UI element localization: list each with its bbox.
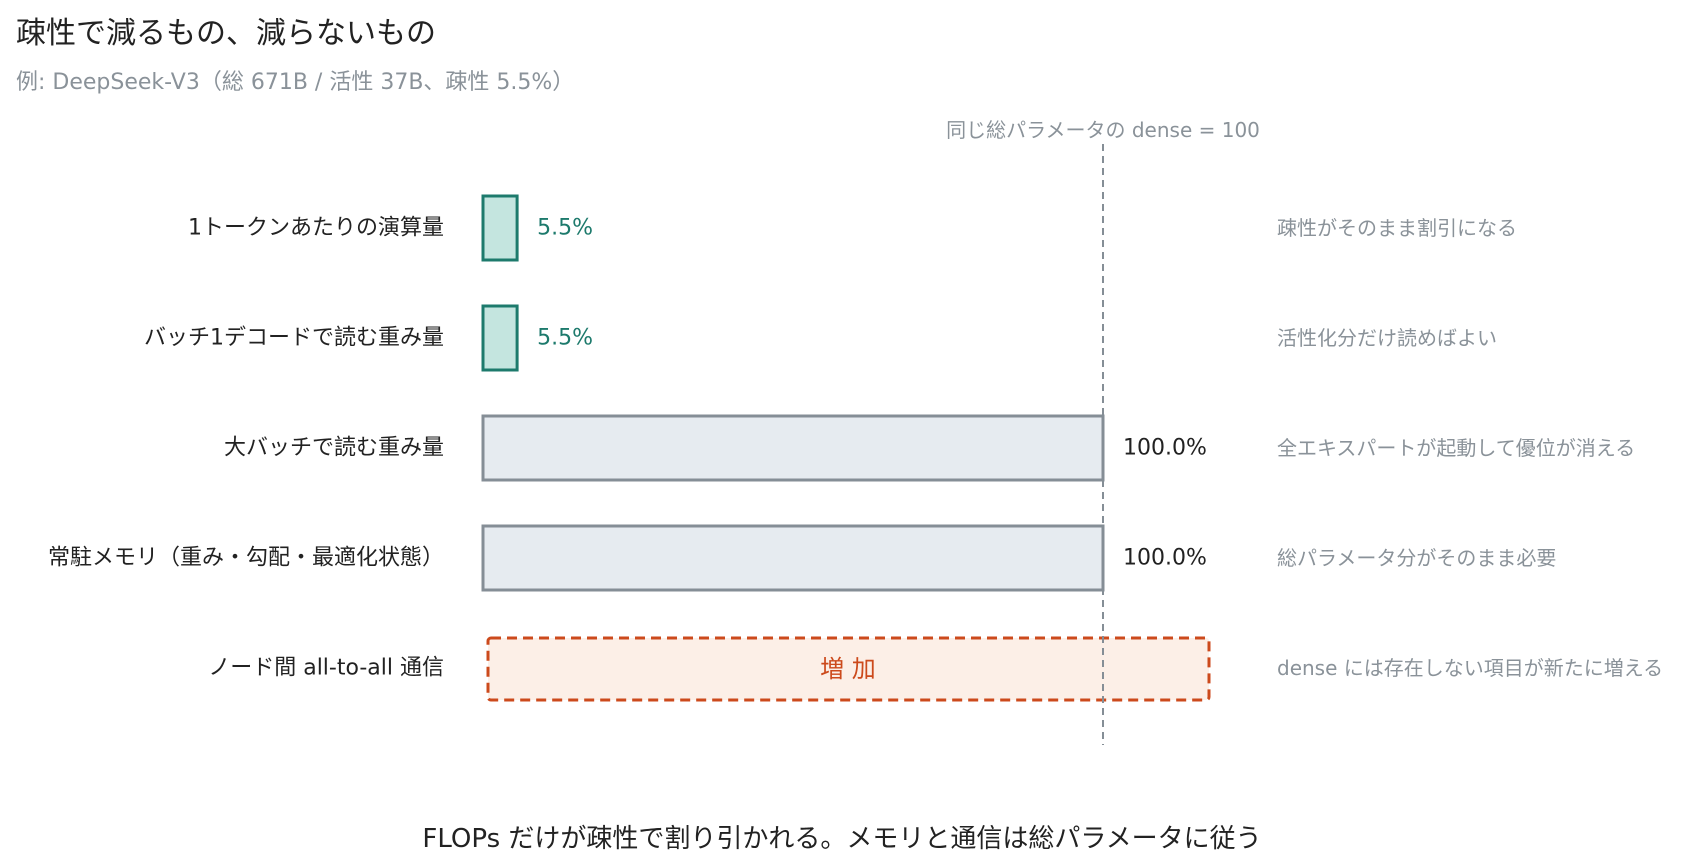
row-annotation: 活性化分だけ読めばよい bbox=[1277, 326, 1497, 350]
chart-caption: FLOPs だけが疎性で割り引かれる。メモリと通信は総パラメータに従う bbox=[422, 824, 1262, 854]
value-label: 5.5% bbox=[537, 326, 593, 351]
bar-unchanged bbox=[481, 414, 1105, 482]
value-label: 100.0% bbox=[1123, 546, 1207, 571]
value-label: 5.5% bbox=[537, 216, 593, 241]
reference-label: 同じ総パラメータの dense = 100 bbox=[946, 118, 1260, 142]
category-label: 1トークンあたりの演算量 bbox=[188, 216, 444, 241]
chart-title: 疎性で減るもの、減らないもの bbox=[16, 16, 436, 51]
row-annotation: dense には存在しない項目が新たに増える bbox=[1277, 656, 1663, 680]
bar-unchanged bbox=[481, 524, 1105, 592]
bar-reduced bbox=[481, 304, 519, 372]
row-annotation: 疎性がそのまま割引になる bbox=[1277, 216, 1517, 240]
chart-subtitle: 例: DeepSeek-V3（総 671B / 活性 37B、疎性 5.5%） bbox=[16, 70, 575, 95]
bar-increased bbox=[486, 636, 1211, 702]
bar-reduced bbox=[481, 194, 519, 262]
value-label: 100.0% bbox=[1123, 436, 1207, 461]
bar-chart: 1トークンあたりの演算量 5.5% 疎性がそのまま割引になるバッチ1デコードで読む重… bbox=[48, 118, 1663, 745]
category-label: 常駐メモリ（重み・勾配・最適化状態） bbox=[48, 546, 444, 571]
category-label: 大バッチで読む重み量 bbox=[224, 436, 444, 461]
row-annotation: 全エキスパートが起動して優位が消える bbox=[1277, 436, 1635, 460]
category-label: ノード間 all-to-all 通信 bbox=[208, 656, 444, 681]
value-label: 増 加 bbox=[820, 655, 876, 683]
row-annotation: 総パラメータ分がそのまま必要 bbox=[1277, 546, 1556, 570]
category-label: バッチ1デコードで読む重み量 bbox=[144, 326, 444, 351]
